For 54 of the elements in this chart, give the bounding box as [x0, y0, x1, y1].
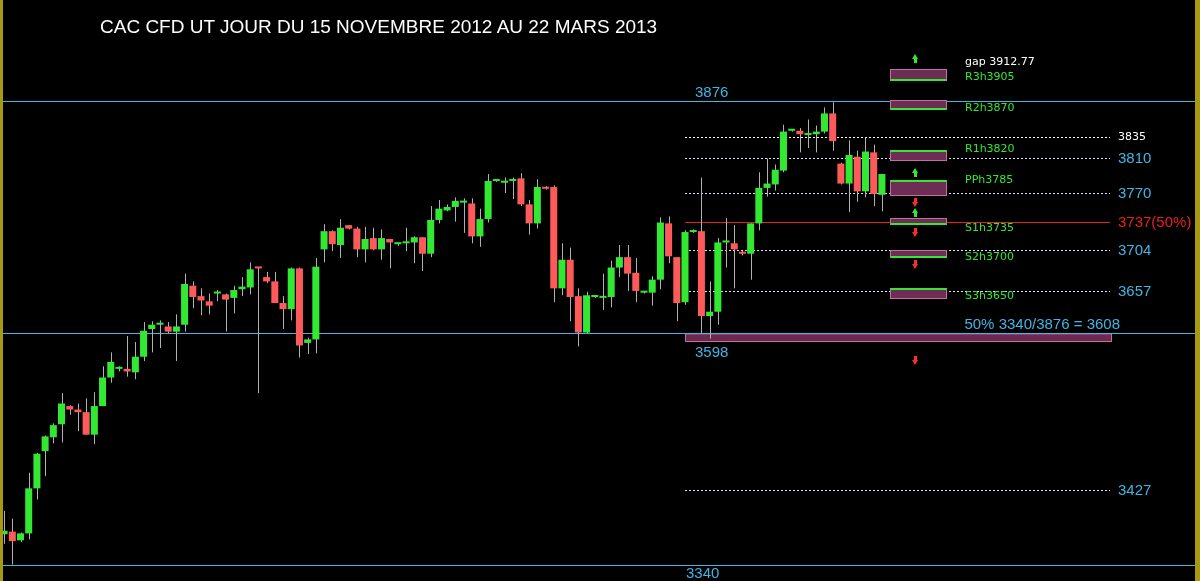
ref-line-label: 3427 — [1118, 480, 1152, 498]
candlestick — [230, 285, 238, 314]
candlestick — [271, 271, 279, 304]
candlestick — [246, 261, 254, 295]
ref-line-label: 3340 — [686, 564, 720, 581]
ref-line-label: 3770 — [1118, 183, 1152, 201]
text: R1h3820 — [965, 141, 1015, 155]
candlestick — [131, 341, 139, 380]
candlestick — [730, 224, 738, 289]
text: S1h3735 — [965, 220, 1014, 234]
candlestick — [377, 228, 385, 261]
candlestick — [763, 157, 771, 198]
candlestick — [509, 177, 517, 200]
candlestick — [615, 244, 623, 278]
candlestick — [435, 199, 443, 224]
candlestick — [706, 280, 714, 340]
candlestick — [254, 266, 262, 394]
candlestick — [525, 199, 533, 236]
candlestick — [336, 218, 344, 259]
candlestick — [820, 106, 828, 134]
candlestick — [353, 226, 361, 258]
candlestick — [476, 208, 484, 248]
ref-line-label: 3835 — [1118, 130, 1146, 144]
text: CAC CFD UT JOUR DU 15 NOVEMBRE 2012 AU 22 MARS 2013 — [100, 16, 658, 38]
candlestick — [878, 173, 886, 212]
candlestick — [58, 392, 66, 443]
text: S3h3650 — [965, 288, 1014, 302]
ref-line-label: 3657 — [1118, 281, 1152, 299]
candlestick — [156, 319, 164, 349]
candlestick — [648, 275, 656, 307]
candlestick — [279, 295, 287, 330]
band-label: 3598 — [695, 342, 729, 360]
candlestick — [222, 293, 230, 333]
candlestick — [369, 227, 377, 251]
ref-line-label: 3704 — [1118, 240, 1152, 258]
ref-line-label: 3810 — [1118, 148, 1152, 166]
candlestick — [172, 313, 180, 362]
candlestick — [148, 320, 156, 353]
candlestick — [320, 223, 328, 263]
text: PPh3785 — [965, 172, 1014, 186]
candlestick — [8, 518, 16, 566]
ref-line-label: 50% 3340/3876 = 3608 — [964, 315, 1120, 333]
ref-line-label: 3737(50%) — [1118, 212, 1192, 230]
candlestick — [205, 293, 213, 315]
candlestick — [361, 226, 369, 263]
candlestick — [328, 229, 336, 252]
ref-line-label: 3876 — [695, 83, 729, 101]
candlestick — [722, 217, 730, 269]
candlestick — [82, 397, 90, 436]
text: R2h3870 — [965, 100, 1015, 114]
text: R3h3905 — [965, 69, 1015, 83]
text: gap 3912.77 — [965, 54, 1035, 68]
text: S2h3700 — [965, 249, 1014, 263]
candlestick — [418, 236, 426, 272]
